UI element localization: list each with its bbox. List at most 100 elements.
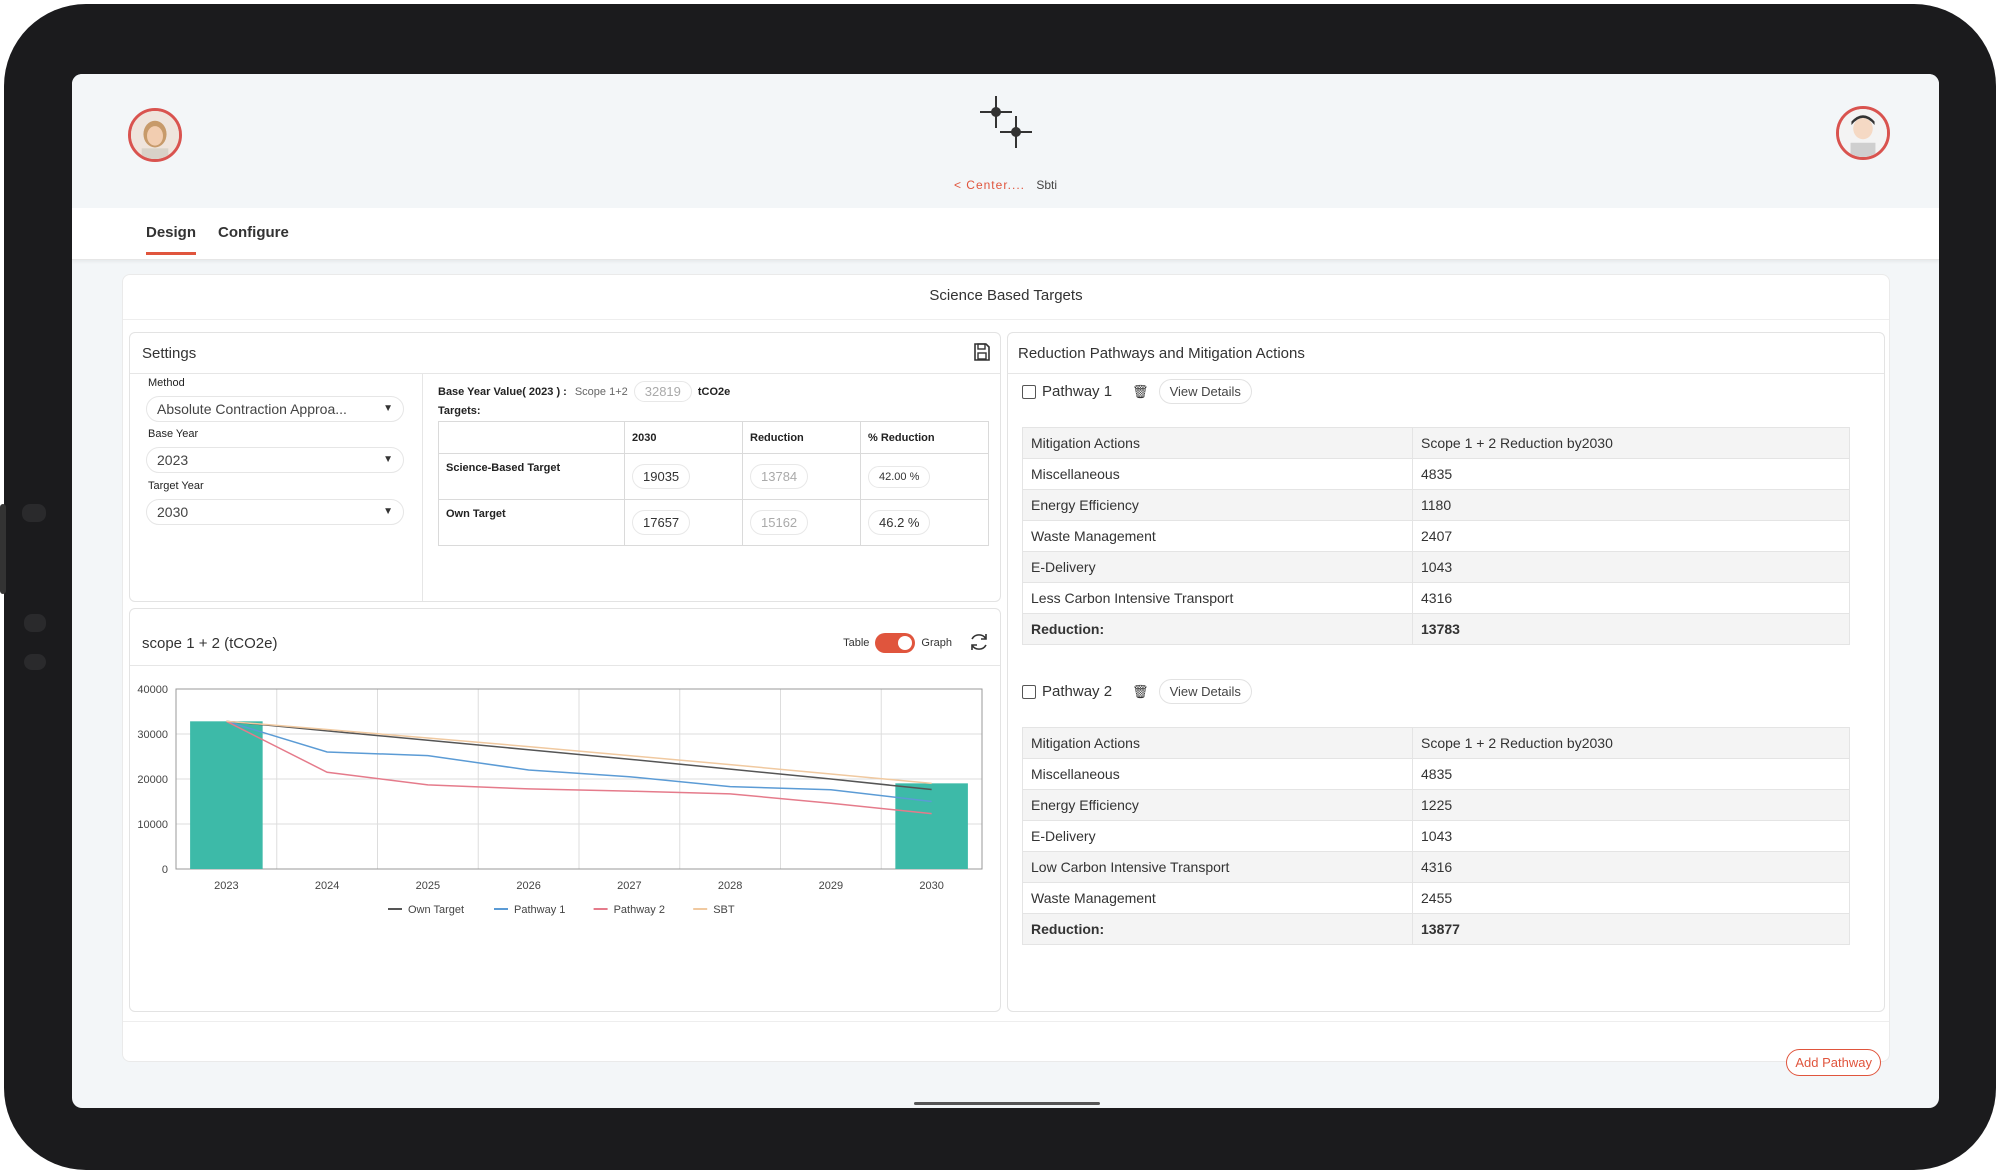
y-tick-label: 20000 bbox=[137, 774, 168, 786]
legend-label: Own Target bbox=[408, 904, 464, 916]
pathway-1-header: Pathway 1 🗑 View Details bbox=[1022, 379, 1252, 404]
reduction-value: 2407 bbox=[1412, 520, 1850, 552]
chevron-down-icon: ▼ bbox=[383, 506, 393, 517]
table-graph-toggle[interactable] bbox=[875, 633, 916, 653]
table-row: Miscellaneous 4835 bbox=[1022, 758, 1850, 790]
method-select[interactable]: Absolute Contraction Approa... ▼ bbox=[146, 396, 404, 422]
table-row: Waste Management 2407 bbox=[1022, 520, 1850, 552]
tab-design[interactable]: Design bbox=[146, 224, 197, 255]
trash-icon[interactable]: 🗑 bbox=[1132, 383, 1149, 399]
target-year-value: 2030 bbox=[157, 504, 189, 520]
pct-reduction-field[interactable]: 42.00 % bbox=[868, 465, 931, 488]
target-value-field[interactable]: 17657 bbox=[632, 510, 691, 535]
mitigation-action: Miscellaneous bbox=[1022, 758, 1413, 790]
target-value-field[interactable]: 19035 bbox=[632, 464, 691, 489]
pathway-2-checkbox[interactable] bbox=[1022, 684, 1036, 699]
app-logo-icon bbox=[980, 96, 1032, 148]
save-icon[interactable] bbox=[972, 342, 992, 362]
reduction-value: 1043 bbox=[1412, 551, 1850, 583]
table-header: Scope 1 + 2 Reduction by2030 bbox=[1412, 427, 1850, 459]
scope-value-field[interactable]: 32819 bbox=[633, 381, 692, 402]
pathway-1-table: Mitigation Actions Scope 1 + 2 Reduction … bbox=[1022, 427, 1850, 645]
reduction-value: 4835 bbox=[1412, 458, 1850, 490]
unit-label: tCO2e bbox=[697, 385, 731, 398]
legend-label: Pathway 1 bbox=[514, 904, 565, 916]
target-year-select[interactable]: 2030 ▼ bbox=[146, 499, 404, 525]
user-avatar-left[interactable] bbox=[128, 108, 182, 162]
x-tick-label: 2030 bbox=[919, 880, 943, 892]
pathway-2-table: Mitigation Actions Scope 1 + 2 Reduction … bbox=[1022, 727, 1850, 945]
table-row: Science-Based Target 19035 13784 42.00 % bbox=[438, 453, 989, 500]
table-row: Waste Management 2455 bbox=[1022, 882, 1850, 914]
reduction-value: 4835 bbox=[1412, 758, 1850, 790]
target-year-label: Target Year bbox=[148, 480, 204, 492]
breadcrumb-current: Sbti bbox=[1036, 178, 1058, 192]
total-value: 13783 bbox=[1412, 613, 1850, 645]
table-header: Mitigation Actions bbox=[1022, 727, 1413, 759]
x-tick-label: 2028 bbox=[718, 880, 742, 892]
table-row: Energy Efficiency 1225 bbox=[1022, 789, 1850, 821]
pathways-title: Reduction Pathways and Mitigation Action… bbox=[1018, 345, 1305, 362]
app-screen: < Center.... Sbti Design Configure Scien… bbox=[72, 74, 1939, 1108]
row-name: Science-Based Target bbox=[438, 453, 625, 500]
scope-label: Scope 1+2 bbox=[574, 385, 628, 398]
base-year-label: Base Year bbox=[148, 428, 199, 440]
total-row: Reduction: 13783 bbox=[1022, 613, 1850, 645]
reduction-value: 1043 bbox=[1412, 820, 1850, 852]
base-year-value-label: Base Year Value( 2023 ) : bbox=[438, 385, 567, 398]
method-label: Method bbox=[148, 377, 185, 389]
total-row: Reduction: 13877 bbox=[1022, 913, 1850, 945]
table-header: 2030 bbox=[624, 421, 743, 454]
pathway-1-checkbox[interactable] bbox=[1022, 384, 1036, 399]
mitigation-action: Waste Management bbox=[1022, 520, 1413, 552]
side-button bbox=[0, 504, 6, 594]
total-label: Reduction: bbox=[1022, 913, 1413, 945]
x-tick-label: 2029 bbox=[819, 880, 843, 892]
plot-frame bbox=[175, 688, 983, 870]
user-avatar-right[interactable] bbox=[1836, 106, 1890, 160]
series-line-sbt bbox=[226, 720, 932, 785]
series-line-own-target bbox=[226, 720, 932, 791]
breadcrumb-back-link[interactable]: < Center.... bbox=[953, 178, 1025, 192]
divider bbox=[422, 373, 423, 601]
base-year-select[interactable]: 2023 ▼ bbox=[146, 447, 404, 473]
chart-title: scope 1 + 2 (tCO2e) bbox=[142, 635, 278, 652]
mitigation-action: Energy Efficiency bbox=[1022, 489, 1413, 521]
mitigation-action: E-Delivery bbox=[1022, 551, 1413, 583]
mitigation-action: Energy Efficiency bbox=[1022, 789, 1413, 821]
view-details-button[interactable]: View Details bbox=[1158, 679, 1252, 704]
page-title: Science Based Targets bbox=[929, 287, 1083, 304]
legend-label: SBT bbox=[713, 904, 735, 916]
reduction-value: 2455 bbox=[1412, 882, 1850, 914]
divider bbox=[130, 665, 1000, 666]
table-row: Own Target 17657 15162 46.2 % bbox=[438, 499, 989, 546]
y-tick-label: 10000 bbox=[137, 819, 168, 831]
base-year-value: 2023 bbox=[157, 452, 189, 468]
view-details-button[interactable]: View Details bbox=[1158, 379, 1252, 404]
reduction-value: 1225 bbox=[1412, 789, 1850, 821]
mitigation-action: Low Carbon Intensive Transport bbox=[1022, 851, 1413, 883]
pathway-1-name: Pathway 1 bbox=[1042, 383, 1113, 400]
table-row: E-Delivery 1043 bbox=[1022, 551, 1850, 583]
bar-2030 bbox=[895, 783, 968, 869]
pathways-panel: Reduction Pathways and Mitigation Action… bbox=[1007, 332, 1885, 1012]
view-toggle-group: Table Graph bbox=[843, 633, 952, 653]
add-pathway-button[interactable]: Add Pathway bbox=[1786, 1049, 1881, 1076]
divider bbox=[123, 1021, 1889, 1022]
table-row: E-Delivery 1043 bbox=[1022, 820, 1850, 852]
chart-panel: scope 1 + 2 (tCO2e) Table Graph 40000 300… bbox=[129, 608, 1001, 1012]
refresh-icon[interactable] bbox=[968, 631, 990, 653]
reduction-field: 13784 bbox=[750, 464, 809, 489]
breadcrumb: < Center.... Sbti bbox=[72, 178, 1939, 192]
chevron-down-icon: ▼ bbox=[383, 454, 393, 465]
x-tick-label: 2023 bbox=[214, 880, 238, 892]
total-value: 13877 bbox=[1412, 913, 1850, 945]
mitigation-action: Waste Management bbox=[1022, 882, 1413, 914]
trash-icon[interactable]: 🗑 bbox=[1132, 683, 1149, 699]
pct-reduction-field[interactable]: 46.2 % bbox=[868, 510, 931, 535]
sensor-dot bbox=[24, 654, 46, 670]
bar-2023 bbox=[190, 721, 263, 869]
tab-configure[interactable]: Configure bbox=[218, 224, 289, 241]
x-tick-label: 2027 bbox=[617, 880, 641, 892]
pathway-2-name: Pathway 2 bbox=[1042, 683, 1113, 700]
